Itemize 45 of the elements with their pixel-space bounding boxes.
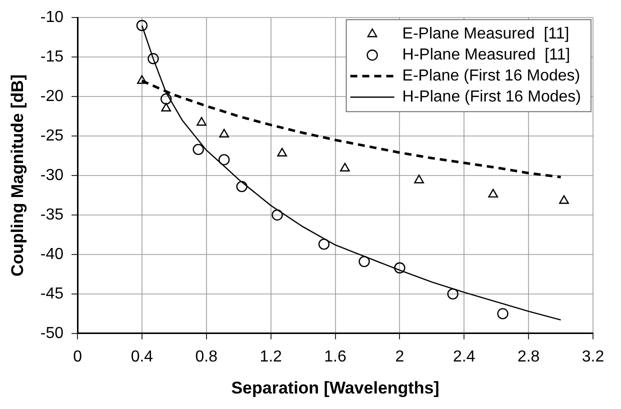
point xyxy=(559,195,569,204)
point xyxy=(394,262,406,274)
legend-label: E-Plane (First 16 Modes) xyxy=(402,68,580,85)
x-tick-label: 1.6 xyxy=(324,348,346,366)
y-tick-label: -30 xyxy=(40,166,64,184)
x-tick-label: 0 xyxy=(73,348,82,366)
x-tick-label: 2.4 xyxy=(453,348,476,366)
point xyxy=(318,238,330,250)
x-axis-title: Separation [Wavelengths] xyxy=(231,378,440,398)
point xyxy=(218,154,230,166)
point xyxy=(148,53,159,64)
y-tick-label: -45 xyxy=(40,285,64,302)
point xyxy=(161,102,172,112)
point xyxy=(497,308,508,320)
point xyxy=(340,162,350,172)
legend-label: H-Plane (First 16 Modes) xyxy=(402,88,581,106)
x-tick-label: 2.8 xyxy=(517,348,540,366)
point xyxy=(192,144,204,156)
point xyxy=(160,93,172,105)
point xyxy=(272,209,283,221)
point xyxy=(358,256,370,268)
y-tick-label: -25 xyxy=(40,127,64,144)
point xyxy=(219,128,230,138)
x-tick-label: 2 xyxy=(395,348,404,366)
point xyxy=(136,20,148,32)
point xyxy=(488,188,498,198)
y-axis-title: Coupling Magnitude [dB] xyxy=(8,74,27,277)
y-tick-label: -50 xyxy=(40,324,64,342)
legend-label: E-Plane Measured [11] xyxy=(402,26,570,43)
point xyxy=(137,75,147,84)
x-tick-label: 1.2 xyxy=(260,348,282,366)
y-tick-label: -20 xyxy=(40,88,64,105)
point xyxy=(196,117,206,126)
point xyxy=(447,288,458,300)
x-tick-label: 0.8 xyxy=(195,348,218,366)
y-tick-label: -10 xyxy=(40,9,64,26)
x-tick-label: 0.4 xyxy=(130,348,154,366)
point xyxy=(236,180,248,192)
legend-label: H-Plane Measured [11] xyxy=(402,46,570,64)
point xyxy=(414,174,424,184)
y-tick-label: -35 xyxy=(40,206,64,224)
x-tick-label: 3.2 xyxy=(582,348,604,366)
y-tick-label: -15 xyxy=(40,48,64,66)
y-tick-label: -40 xyxy=(40,246,64,263)
point xyxy=(277,148,288,156)
